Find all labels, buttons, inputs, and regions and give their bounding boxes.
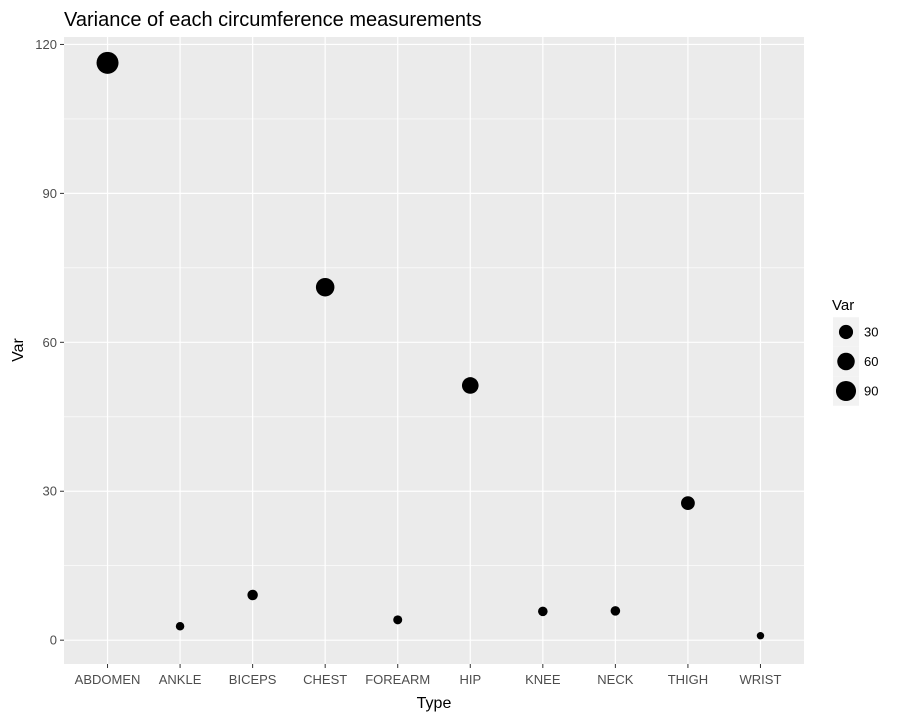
x-tick-label: HIP xyxy=(459,672,481,687)
data-point-abdomen xyxy=(96,51,119,74)
data-point-thigh xyxy=(681,496,695,511)
x-tick-label: BICEPS xyxy=(229,672,277,687)
x-tick-label: ANKLE xyxy=(159,672,202,687)
y-tick-label: 90 xyxy=(43,186,57,201)
x-axis-ticks: ABDOMEN ANKLE BICEPS CHEST FOREARM HIP KNEE NEC… xyxy=(75,664,782,687)
data-point-neck xyxy=(610,606,621,616)
x-axis-title: Type xyxy=(417,695,452,712)
legend-label: 30 xyxy=(864,325,878,340)
x-tick-label: WRIST xyxy=(740,672,782,687)
legend-title: Var xyxy=(832,297,854,314)
x-tick-label: FOREARM xyxy=(365,672,430,687)
x-tick-label: NECK xyxy=(597,672,633,687)
data-point-ankle xyxy=(175,622,185,631)
y-axis-title: Var xyxy=(10,337,27,361)
data-point-knee xyxy=(538,606,548,617)
x-tick-label: ABDOMEN xyxy=(75,672,141,687)
chart-title: Variance of each circumference measureme… xyxy=(64,9,482,31)
data-point-chest xyxy=(315,277,335,297)
data-point-biceps xyxy=(247,589,258,601)
minor-gridlines xyxy=(64,118,804,567)
legend-point xyxy=(837,352,855,371)
data-point-wrist xyxy=(756,631,765,640)
y-tick-label: 60 xyxy=(43,335,57,350)
x-tick-label: THIGH xyxy=(668,672,708,687)
legend-point xyxy=(835,380,857,402)
legend-label: 60 xyxy=(864,354,878,369)
y-tick-label: 120 xyxy=(35,37,57,52)
plot-panel xyxy=(64,37,804,664)
data-point-forearm xyxy=(393,615,403,625)
x-tick-label: CHEST xyxy=(303,672,347,687)
y-axis-ticks: 0 30 60 90 120 xyxy=(35,37,64,648)
data-points xyxy=(96,51,765,640)
data-point-hip xyxy=(461,377,479,394)
size-legend: Var 30 60 90 xyxy=(832,297,878,406)
y-tick-label: 30 xyxy=(43,484,57,499)
x-tick-label: KNEE xyxy=(525,672,561,687)
y-tick-label: 0 xyxy=(50,633,57,648)
legend-label: 90 xyxy=(864,384,878,399)
legend-point xyxy=(838,324,854,340)
major-gridlines xyxy=(64,37,804,664)
